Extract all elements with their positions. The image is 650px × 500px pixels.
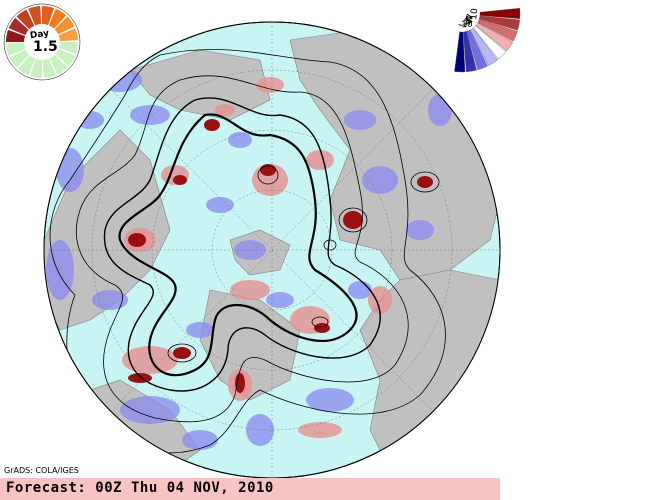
- legend-swatch: [477, 19, 518, 42]
- day-wheel-segment: [48, 8, 67, 29]
- forecast-label: Forecast: 00Z Thu 04 NOV, 2010: [6, 480, 274, 496]
- day-wheel-segment: [9, 49, 30, 68]
- legend-swatch: [466, 29, 488, 71]
- day-wheel-segment: [29, 58, 42, 78]
- day-wheel-segment: [6, 42, 26, 56]
- day-wheel-segment: [55, 48, 76, 67]
- legend-swatch: [463, 31, 477, 73]
- legend-swatch: [479, 15, 520, 31]
- day-wheel-segment: [58, 42, 78, 55]
- day-wheel-segment: [28, 6, 42, 26]
- day-wheel-segment: [49, 54, 68, 75]
- graticule: [44, 22, 500, 478]
- day-wheel-segment: [6, 29, 26, 42]
- credit-label: GrADS: COLA/IGES: [4, 466, 79, 475]
- legend-swatch: [479, 7, 521, 19]
- legend-tick-label: -10: [457, 19, 473, 31]
- day-wheel-icon: [3, 3, 81, 81]
- legend-swatch: [473, 25, 507, 60]
- day-wheel-segment: [8, 17, 29, 36]
- legend-swatch: [475, 22, 513, 52]
- legend-fan: [454, 7, 521, 73]
- day-wheel-segment: [17, 55, 36, 76]
- contour-lines: [49, 49, 446, 454]
- day-wheel-value: 1.5: [33, 39, 58, 55]
- day-wheel-segment: [58, 28, 78, 42]
- legend-swatch: [454, 31, 466, 73]
- day-wheel-segment: [54, 16, 75, 35]
- day-wheel-segment: [42, 58, 56, 78]
- day-wheel-segment: [42, 6, 55, 26]
- legend-swatch: [469, 27, 498, 66]
- footer-bar: [0, 478, 500, 500]
- day-wheel-segment: [16, 9, 35, 30]
